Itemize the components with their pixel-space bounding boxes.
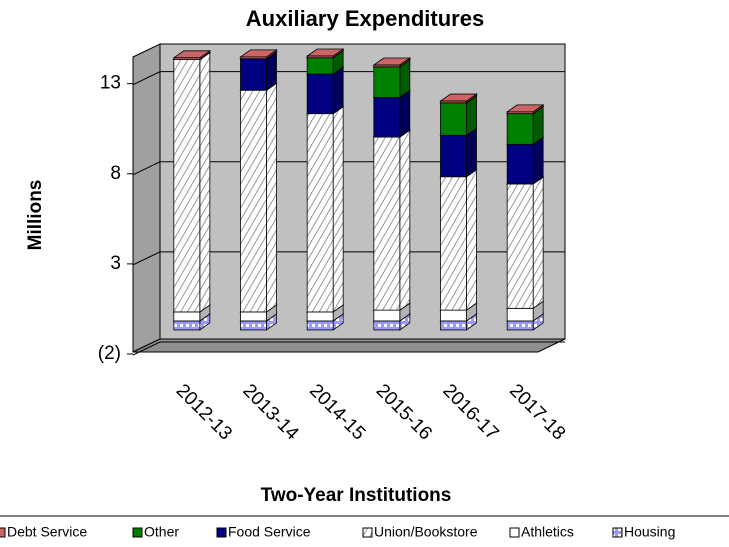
bar (306, 55, 334, 59)
floor (132, 338, 566, 353)
legend-label: Food Service (228, 524, 311, 540)
bar (506, 143, 534, 185)
x-tick-label: 2017-18 (505, 380, 569, 444)
legend-label: Other (144, 524, 179, 540)
bar (373, 97, 401, 138)
grid-line (132, 161, 565, 176)
legend: Debt Service Other Food Service Union/Books… (0, 524, 675, 540)
legend-label: Housing (624, 524, 675, 540)
legend-swatch (612, 527, 623, 538)
x-tick-label: 2013-14 (238, 380, 302, 444)
legend-label: Athletics (521, 524, 574, 540)
y-tick-label: 13 (100, 73, 121, 94)
x-tick-label: 2014-15 (305, 380, 369, 444)
bar-side (332, 66, 344, 115)
bar (506, 183, 534, 309)
bar (373, 66, 401, 98)
bar (440, 320, 467, 331)
chart-title: Auxiliary Expenditures (246, 6, 484, 31)
bar (440, 309, 467, 322)
legend-label: Debt Service (7, 524, 87, 540)
bar (240, 320, 267, 331)
x-tick-label: 2012-13 (172, 380, 236, 444)
bar (240, 56, 267, 60)
y-tick-label: 3 (110, 253, 121, 274)
plot: 2012-13 2013-14 2014-15 2015-16 2016-17 2017-… (172, 48, 569, 445)
legend-swatch (362, 527, 373, 538)
bar (173, 320, 201, 331)
bar-side (266, 82, 277, 313)
bar-side (532, 136, 544, 185)
bar-side (199, 51, 211, 313)
x-tick-label: 2015-16 (372, 380, 436, 444)
bar (440, 134, 467, 178)
bar (506, 320, 534, 331)
bar (373, 64, 401, 68)
grid-line (132, 341, 565, 356)
bar (306, 57, 334, 75)
grid-line (132, 71, 565, 86)
bar (306, 73, 334, 115)
x-axis-label: Two-Year Institutions (261, 485, 452, 506)
legend-swatch (509, 527, 520, 538)
bar (306, 311, 334, 322)
bar-side (466, 168, 477, 311)
legend-swatch (132, 527, 143, 538)
bar (506, 113, 534, 145)
bar-side (532, 176, 544, 310)
y-axis-label: Millions (25, 180, 46, 251)
y-tick-label: (2) (98, 343, 121, 364)
bar (306, 113, 334, 313)
x-tick-label: 2016-17 (438, 380, 502, 444)
bar (240, 311, 267, 322)
bar-side (399, 129, 411, 311)
bar (440, 100, 467, 104)
bar (306, 320, 334, 331)
bar (373, 320, 401, 331)
bar (506, 111, 534, 115)
bar (440, 176, 467, 311)
back-wall (159, 43, 566, 340)
bar (440, 102, 467, 136)
bar (173, 57, 201, 61)
bar (373, 136, 401, 311)
bar (373, 309, 401, 322)
bar (240, 89, 267, 313)
bar-side (399, 89, 411, 138)
bar-side (466, 127, 477, 178)
grid-line (132, 251, 565, 266)
legend-label: Union/Bookstore (374, 524, 478, 540)
bar (506, 307, 534, 322)
bar (173, 59, 201, 313)
side-wall (132, 43, 161, 353)
y-tick-label: 8 (110, 163, 121, 184)
legend-swatch (0, 527, 6, 538)
bar-side (332, 105, 344, 313)
legend-swatch (216, 527, 227, 538)
bar (240, 58, 267, 91)
bar (173, 311, 201, 322)
